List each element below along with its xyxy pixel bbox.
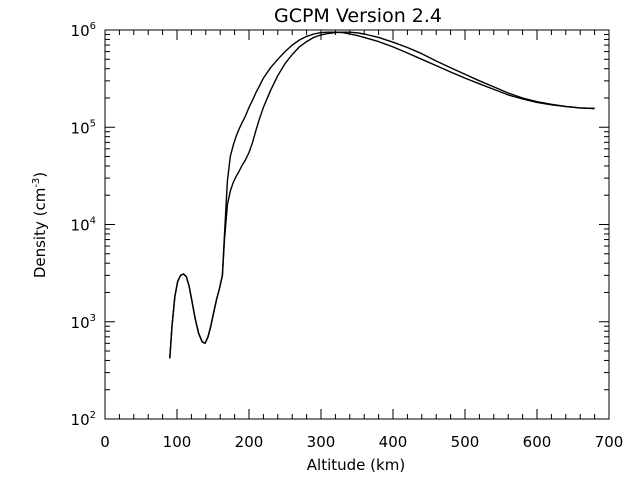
x-tick-label: 100 xyxy=(163,433,192,451)
x-tick-label: 200 xyxy=(235,433,264,451)
y-tick-label: 102 xyxy=(71,410,96,429)
x-tick-label: 600 xyxy=(523,433,552,451)
y-axis-label-main: Density (cm xyxy=(31,188,49,279)
density-curve-2 xyxy=(169,31,595,359)
y-tick-label: 104 xyxy=(71,216,96,235)
chart-title: GCPM Version 2.4 xyxy=(274,5,442,27)
x-tick-label: 700 xyxy=(595,433,624,451)
x-tick-labels: 0 100 200 300 400 500 600 700 xyxy=(100,433,623,451)
series-lines xyxy=(169,31,595,359)
x-tick-label: 300 xyxy=(307,433,336,451)
x-tick-label: 500 xyxy=(451,433,480,451)
x-axis-label: Altitude (km) xyxy=(307,456,405,474)
density-curve-1 xyxy=(169,31,595,359)
x-tick-label: 0 xyxy=(100,433,110,451)
x-tick-label: 400 xyxy=(379,433,408,451)
y-axis-label-sup: -3 xyxy=(31,178,42,188)
y-tick-label: 103 xyxy=(71,313,96,332)
y-tick-label: 106 xyxy=(71,21,96,40)
y-axis-label: Density (cm-3) xyxy=(31,172,49,278)
y-axis-label-close: ) xyxy=(31,172,49,178)
y-tick-labels: 102 103 104 105 106 xyxy=(71,21,96,429)
y-tick-label: 105 xyxy=(71,118,96,137)
plot-frame xyxy=(104,29,610,420)
axis-ticks xyxy=(104,29,610,420)
